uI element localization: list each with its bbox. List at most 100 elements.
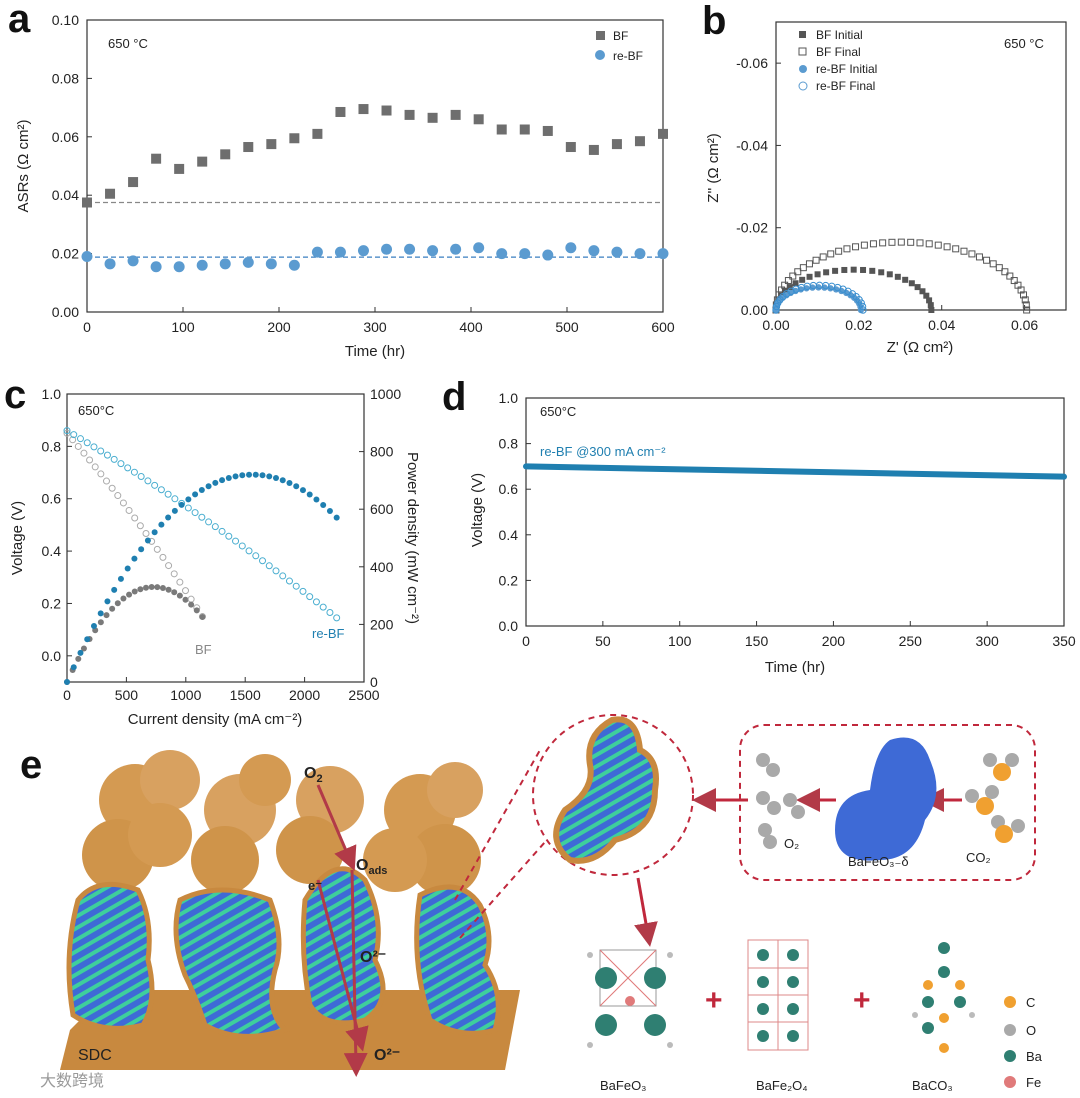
chart-b-bf-initial-point	[902, 276, 909, 283]
chart-c-bf-voltage-point	[159, 553, 167, 561]
chart-c-bf-power-point	[120, 595, 127, 602]
chart-c-rebf-power-point	[97, 610, 104, 617]
chart-d: 650°C re-BF @300 mA cm⁻² Time (hr) Volta…	[469, 390, 1076, 676]
chart-c-rebf-voltage-point	[252, 552, 260, 560]
chart-b-bf-final-point	[860, 241, 868, 249]
chart-b-bf-final-point	[879, 239, 887, 247]
chart-c-bf-voltage-point	[103, 477, 111, 485]
plus-2: +	[853, 984, 871, 1017]
chart-a: 650 °C Time (hr) ASRs (Ω cm²) BF re-BF 0…	[15, 12, 675, 360]
chart-c-bf-voltage-point	[176, 578, 184, 586]
chart-c-bf-power-point	[188, 601, 195, 608]
chart-b-rebf-final-point	[787, 287, 795, 296]
chart-d-xtick-label: 0	[522, 633, 530, 649]
chart-a-xtick-label: 0	[83, 319, 91, 335]
chart-a-ytick-label: 0.08	[52, 70, 79, 86]
chart-b-rebf-initial-point	[857, 306, 865, 314]
chart-c-ytick-label: 1.0	[42, 386, 62, 402]
chart-c-bf-power-point	[131, 588, 138, 595]
chart-c-bf-voltage-point	[119, 499, 127, 507]
chart-b-bf-final-point	[943, 243, 951, 251]
chart-a-rebf-point	[196, 259, 208, 271]
chart-a-xtick-label: 300	[363, 319, 387, 335]
chart-c-rebf-voltage-point	[137, 473, 145, 481]
legend-a-bf-marker	[596, 31, 605, 40]
chart-c-bf-label: BF	[195, 642, 212, 657]
chart-c-xtick-label: 2000	[289, 687, 320, 703]
chart-c-rebf-power-point	[266, 473, 273, 480]
chart-a-bf-point	[542, 125, 553, 136]
chart-c-xtick-label: 2500	[348, 687, 379, 703]
chart-a-frame	[86, 19, 664, 313]
chart-c-rebf-voltage-point	[198, 513, 206, 521]
chart-c-rebf-power-point	[252, 471, 259, 478]
legend-e-o-dot	[1004, 1024, 1016, 1036]
chart-b-ytick-label: -0.02	[736, 220, 768, 236]
chart-c-rebf-voltage-point	[83, 439, 91, 447]
chart-b-rebf-final-point	[792, 285, 800, 293]
chart-b-bf-final-point	[784, 277, 792, 285]
chart-c: 650°C Current density (mA cm⁻²) Voltage …	[9, 386, 421, 728]
legend-a-bf-label: BF	[613, 29, 628, 43]
chart-b-bf-final-point	[843, 245, 851, 253]
chart-b-bf-final-point	[805, 260, 813, 268]
chart-b-xlabel: Z' (Ω cm²)	[887, 339, 954, 356]
chart-c-rebf-power-point	[192, 491, 199, 498]
oads-label: Oads	[356, 857, 387, 877]
chart-c-rebf-power-point	[259, 472, 266, 479]
chart-b-bf-initial-point	[928, 307, 935, 313]
chart-c-bf-power-point	[97, 619, 104, 626]
chart-a-rebf-point	[634, 248, 646, 260]
chart-c-bf-voltage-point	[182, 587, 190, 595]
chart-c-bf-voltage-point	[125, 506, 133, 514]
chart-b-xtick-label: 0.00	[762, 317, 789, 333]
chart-b-bf-final-point	[1020, 291, 1028, 299]
chart-a-bf-point	[197, 156, 208, 167]
chart-b-bf-final-point	[799, 264, 807, 272]
chart-b-bf-final-point	[1022, 301, 1030, 309]
chart-a-bf-point	[151, 153, 162, 164]
chart-c-xtick-label: 1500	[230, 687, 261, 703]
chart-c-rebf-power-point	[124, 565, 131, 572]
chart-a-bf-point	[450, 109, 461, 120]
chart-c-rebf-power-point	[90, 623, 97, 630]
chart-c-bf-voltage-point	[86, 456, 94, 464]
chart-c-rebf-voltage-point	[306, 593, 314, 601]
chart-c-bf-power-point	[109, 605, 116, 612]
chart-b-bf-initial-point	[919, 288, 926, 295]
chart-a-rebf-point	[104, 258, 116, 270]
chart-c-bf-power-point	[148, 584, 155, 591]
chart-c-rebf-voltage-point	[191, 509, 199, 517]
chart-c-rebf-power-point	[158, 521, 165, 528]
chart-c-rebf-power-point	[165, 514, 172, 521]
chart-c-rebf-voltage-point	[319, 603, 327, 611]
chart-b-bf-final-point	[789, 272, 797, 280]
chart-b-xtick-label: 0.02	[845, 317, 872, 333]
product-label-baco3: BaCO₃	[912, 1078, 953, 1093]
chart-c-y2tick-label: 800	[370, 444, 394, 460]
chart-c-bf-power-point	[171, 589, 178, 596]
chart-c-rebf-voltage-point	[333, 614, 341, 622]
chart-c-rebf-power-point	[299, 487, 306, 494]
chart-b-bf-final-point	[819, 253, 827, 261]
chart-a-xtick-label: 400	[459, 319, 483, 335]
chart-c-rebf-power-point	[333, 514, 340, 521]
chart-c-rebf-power-point	[246, 471, 253, 478]
chart-b-xtick-label: 0.04	[928, 317, 955, 333]
chart-b-bf-initial-point	[869, 267, 876, 274]
sdc-label: SDC	[78, 1047, 112, 1064]
chart-c-rebf-power-point	[178, 501, 185, 508]
chart-c-rebf-power-point	[320, 501, 327, 508]
chart-c-y2tick-label: 600	[370, 501, 394, 517]
chart-c-rebf-power-point	[205, 483, 212, 490]
chart-d-ytick-label: 0.2	[499, 572, 519, 588]
chart-c-rebf-voltage-point	[312, 598, 320, 606]
legend-e-ba: Ba	[1026, 1049, 1043, 1064]
chart-c-rebf-power-point	[171, 507, 178, 514]
chart-b-ytick-label: -0.06	[736, 55, 768, 71]
chart-d-rebf-line	[523, 463, 1067, 480]
chart-b-bf-final-point	[983, 256, 991, 264]
chart-d-xtick-label: 300	[975, 633, 999, 649]
chart-b-bf-initial-point	[927, 302, 934, 309]
panel-letter-c: c	[4, 373, 26, 417]
